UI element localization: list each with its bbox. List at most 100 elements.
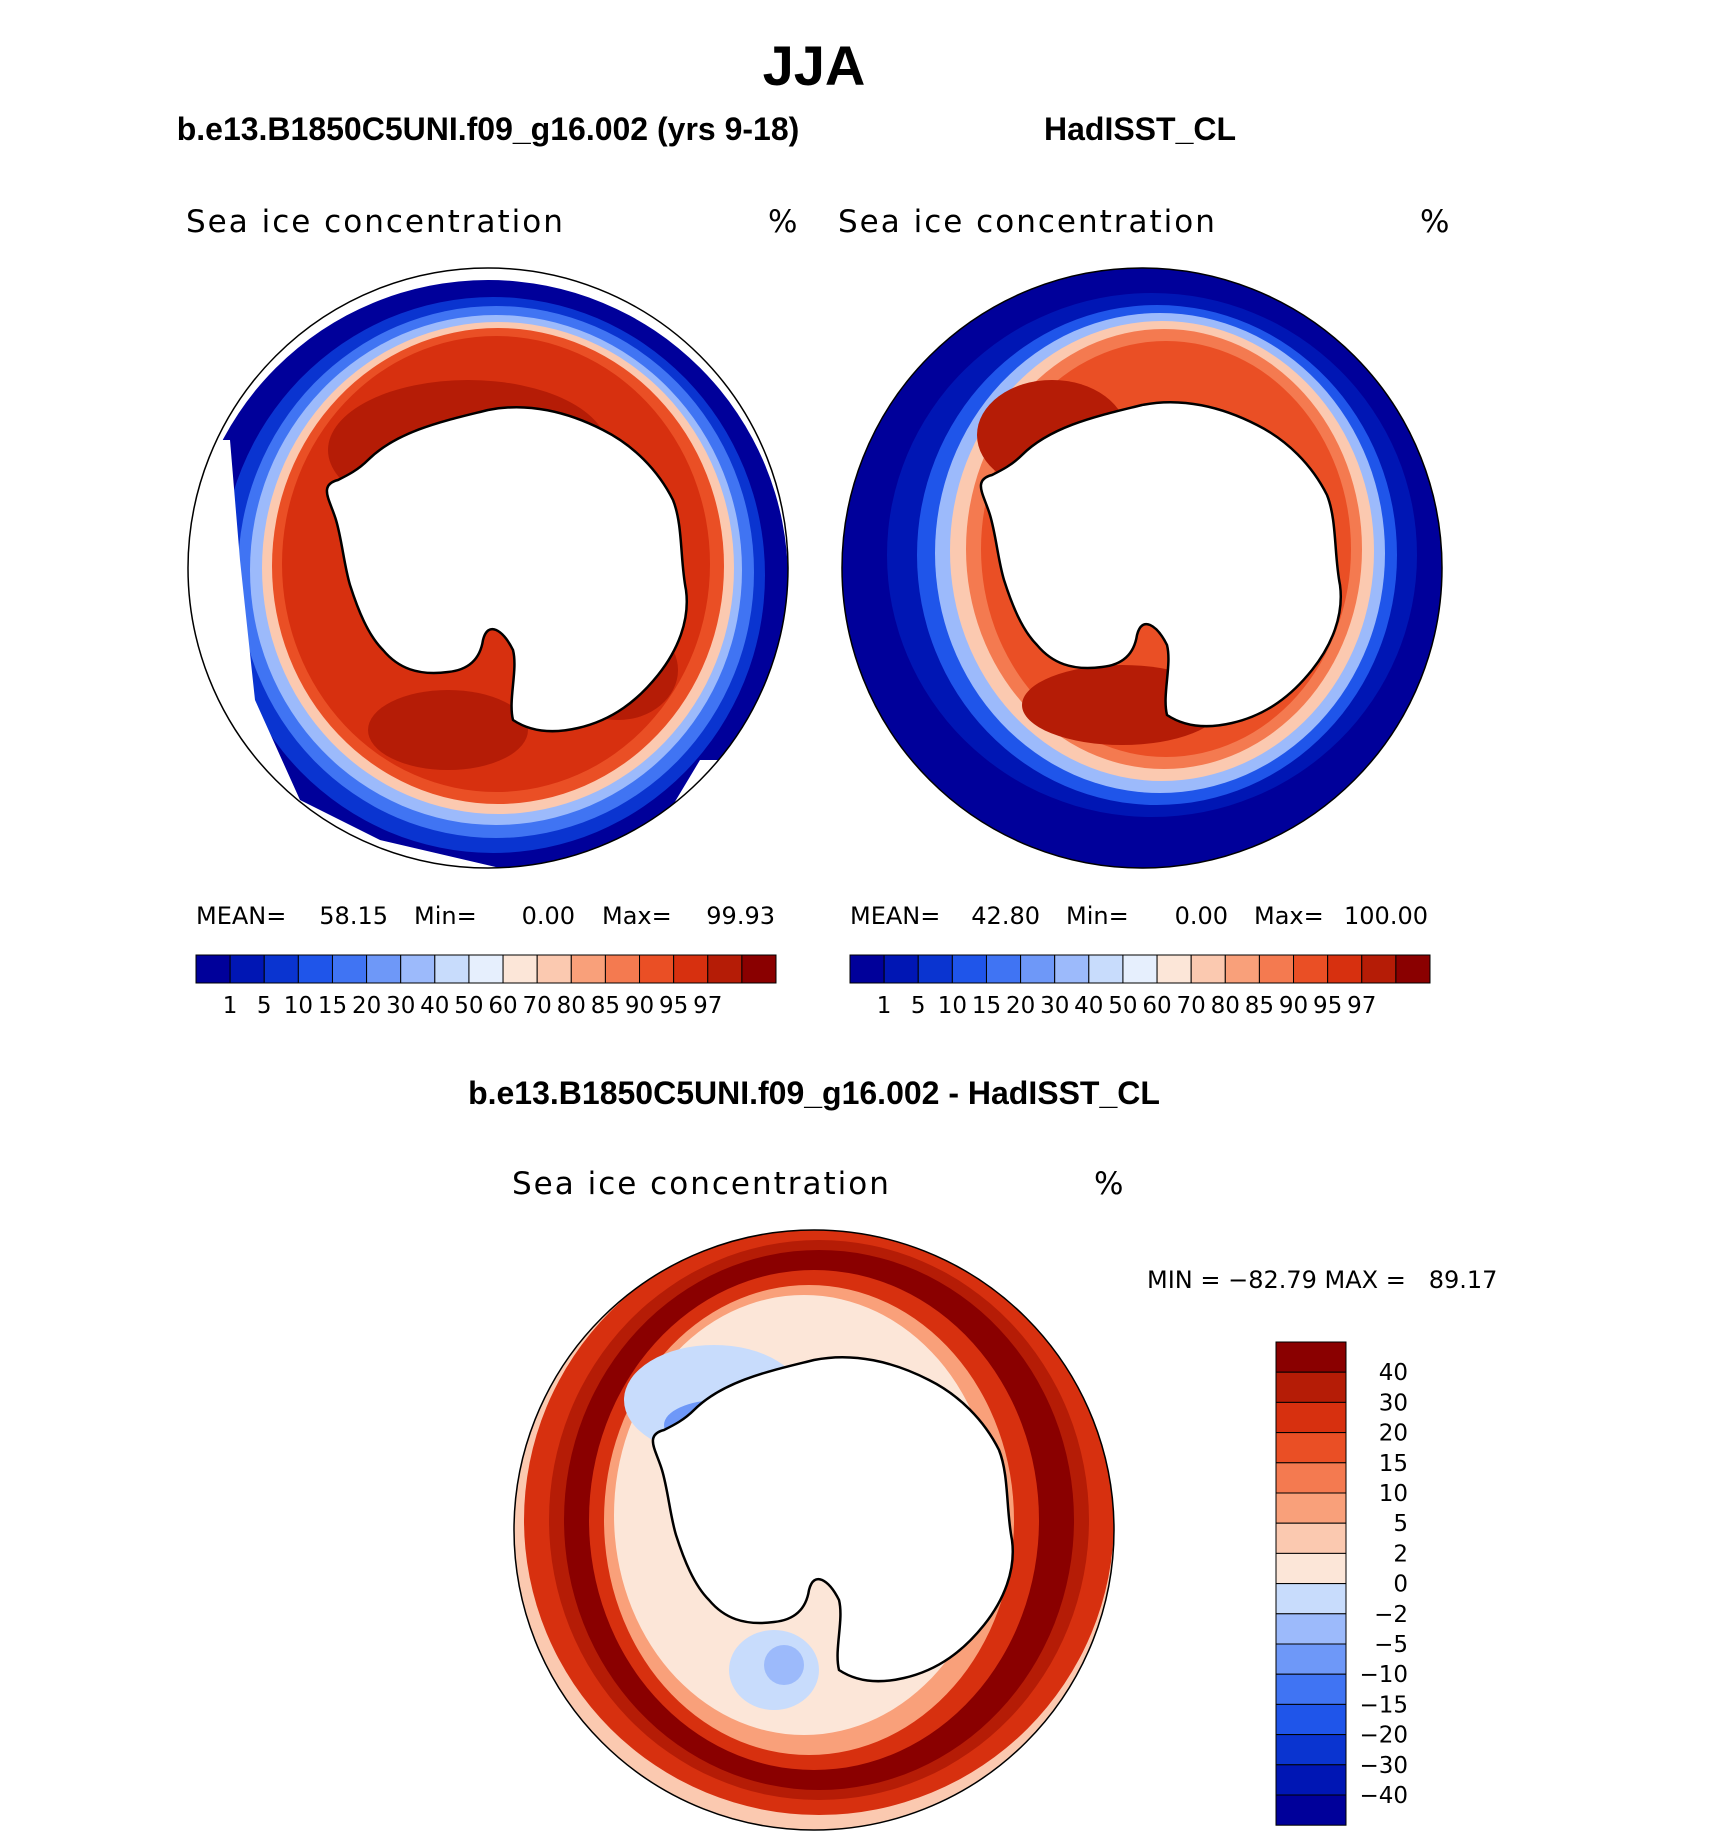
panel-obs-map xyxy=(842,268,1442,868)
panel-model-colorbar: 1 5 10 15 20 30 40 50 60 70 80 85 90 95 97 xyxy=(195,954,777,1019)
panel-model-title: b.e13.B1850C5UNI.f09_g16.002 (yrs 9-18) xyxy=(177,111,800,147)
panel-model: b.e13.B1850C5UNI.f09_g16.002 (yrs 9-18) … xyxy=(177,111,800,1019)
panel-obs-colorbar-swatch xyxy=(1224,954,1260,984)
panel-model-colorbar-swatch xyxy=(502,954,538,984)
panel-diff-colorbar-tick-label: −20 xyxy=(1359,1723,1408,1749)
panel-obs-colorbar-swatch xyxy=(1395,954,1431,984)
panel-obs-mean-value: 42.80 xyxy=(971,902,1040,930)
panel-diff-map xyxy=(514,1230,1114,1830)
panel-model-colorbar-tick-label: 1 xyxy=(223,993,238,1019)
panel-diff-colorbar-tick-label: 20 xyxy=(1379,1421,1408,1447)
panel-obs-colorbar-tick-label: 50 xyxy=(1108,993,1137,1019)
panel-obs-colorbar-swatch xyxy=(849,954,885,984)
panel-model-colorbar-swatch xyxy=(468,954,504,984)
panel-model-colorbar-tick-label: 40 xyxy=(420,993,449,1019)
panel-model-colorbar-tick-label: 5 xyxy=(257,993,272,1019)
panel-model-colorbar-tick-label: 30 xyxy=(386,993,415,1019)
panel-diff-colorbar-swatch xyxy=(1275,1401,1347,1434)
panel-obs-colorbar-tick-label: 80 xyxy=(1211,993,1240,1019)
panel-diff-colorbar-tick-label: −5 xyxy=(1374,1632,1408,1658)
panel-diff-colorbar-swatch xyxy=(1275,1764,1347,1796)
panel-obs-colorbar-swatch xyxy=(917,954,953,984)
panel-obs-colorbar-tick-label: 85 xyxy=(1245,993,1274,1019)
panel-diff-colorbar-tick-label: 10 xyxy=(1379,1481,1408,1507)
panel-obs-colorbar-tick-label: 20 xyxy=(1006,993,1035,1019)
panel-obs-colorbar-tick-label: 15 xyxy=(972,993,1001,1019)
panel-diff-colorbar-swatch xyxy=(1275,1643,1347,1675)
panel-model-min-label: Min= xyxy=(414,902,477,930)
panel-model-colorbar-tick-label: 85 xyxy=(591,993,620,1019)
panel-diff-colorbar-swatch xyxy=(1275,1613,1347,1645)
panel-obs: HadISST_CL Sea ice concentration % MEAN=… xyxy=(838,111,1449,1019)
panel-diff-colorbar-tick-label: −15 xyxy=(1359,1692,1408,1718)
panel-obs-colorbar-swatch xyxy=(1122,954,1158,984)
panel-model-colorbar-swatch xyxy=(297,954,333,984)
panel-model-colorbar-tick-label: 70 xyxy=(523,993,552,1019)
panel-model-colorbar-swatch xyxy=(604,954,641,984)
panel-diff-colorbar-tick-label: 2 xyxy=(1393,1541,1408,1567)
panel-diff-colorbar-swatch xyxy=(1275,1673,1347,1705)
panel-diff-colorbar-tick-label: −30 xyxy=(1359,1753,1408,1779)
panel-model-mean-label: MEAN= xyxy=(196,902,286,930)
panel-obs-colorbar-tick-label: 60 xyxy=(1142,993,1171,1019)
panel-diff-variable: Sea ice concentration xyxy=(512,1166,891,1202)
panel-obs-min-label: Min= xyxy=(1066,902,1129,930)
panel-diff-colorbar-tick-label: 15 xyxy=(1379,1451,1408,1477)
panel-diff-colorbar-swatch xyxy=(1275,1371,1347,1403)
panel-model-colorbar-tick-label: 50 xyxy=(454,993,483,1019)
panel-obs-colorbar-swatch xyxy=(1293,954,1329,984)
panel-diff-colorbar-swatch xyxy=(1275,1552,1347,1585)
panel-model-colorbar-swatch xyxy=(366,954,402,984)
panel-model-colorbar-swatch xyxy=(536,954,572,984)
panel-diff-colorbar-swatch xyxy=(1275,1703,1347,1736)
panel-model-colorbar-tick-label: 10 xyxy=(284,993,313,1019)
panel-obs-mean-label: MEAN= xyxy=(850,902,940,930)
panel-obs-min-value: 0.00 xyxy=(1175,902,1228,930)
panel-diff-colorbar-swatch xyxy=(1275,1341,1347,1373)
panel-obs-colorbar-tick-label: 95 xyxy=(1313,993,1342,1019)
panel-obs-variable: Sea ice concentration xyxy=(838,204,1217,240)
panel-model-colorbar-tick-label: 97 xyxy=(693,993,722,1019)
panel-diff-colorbar-swatch xyxy=(1275,1734,1347,1766)
panel-obs-max-label: Max= xyxy=(1254,902,1324,930)
panel-obs-colorbar-tick-label: 1 xyxy=(877,993,892,1019)
panel-model-colorbar-swatch xyxy=(741,954,777,984)
panel-obs-colorbar-tick-label: 30 xyxy=(1040,993,1069,1019)
panel-obs-colorbar-tick-label: 70 xyxy=(1177,993,1206,1019)
panel-obs-colorbar-tick-label: 10 xyxy=(938,993,967,1019)
panel-model-colorbar-tick-label: 60 xyxy=(488,993,517,1019)
panel-model-variable: Sea ice concentration xyxy=(186,204,565,240)
panel-model-colorbar-swatch xyxy=(707,954,743,984)
panel-diff-colorbar-tick-label: 40 xyxy=(1379,1360,1408,1386)
panel-model-mean-value: 58.15 xyxy=(319,902,388,930)
panel-diff-colorbar-tick-label: −2 xyxy=(1374,1602,1408,1628)
panel-model-colorbar-swatch xyxy=(263,954,299,984)
panel-model-colorbar-swatch xyxy=(673,954,709,984)
panel-diff-title: b.e13.B1850C5UNI.f09_g16.002 - HadISST_C… xyxy=(468,1075,1160,1111)
panel-diff-colorbar-tick-label: −10 xyxy=(1359,1662,1408,1688)
panel-diff-minmax: MIN = −82.79 MAX = 89.17 xyxy=(1147,1266,1497,1294)
panel-model-colorbar-swatch xyxy=(229,954,265,984)
panel-obs-colorbar-tick-label: 40 xyxy=(1074,993,1103,1019)
panel-diff-colorbar-tick-label: 0 xyxy=(1393,1572,1408,1598)
panel-obs-colorbar-swatch xyxy=(1088,954,1124,984)
panel-obs-colorbar-swatch xyxy=(1156,954,1192,984)
panel-model-min-value: 0.00 xyxy=(522,902,575,930)
panel-model-colorbar-tick-label: 20 xyxy=(352,993,381,1019)
panel-model-max-value: 99.93 xyxy=(706,902,775,930)
panel-model-colorbar-swatch xyxy=(400,954,436,984)
panel-obs-max-value: 100.00 xyxy=(1344,902,1428,930)
panel-obs-colorbar-tick-label: 5 xyxy=(911,993,926,1019)
panel-diff-colorbar-swatch xyxy=(1275,1522,1347,1554)
panel-model-max-label: Max= xyxy=(602,902,672,930)
panel-obs-colorbar: 1 5 10 15 20 30 40 50 60 70 80 85 90 95 97 xyxy=(849,954,1431,1019)
panel-obs-colorbar-swatch xyxy=(1361,954,1397,984)
panel-diff-colorbar-tick-label: −40 xyxy=(1359,1783,1408,1809)
panel-obs-colorbar-swatch xyxy=(985,954,1022,984)
panel-model-colorbar-swatch xyxy=(331,954,368,984)
panel-model-units: % xyxy=(768,204,799,240)
panel-obs-colorbar-swatch xyxy=(951,954,987,984)
panel-diff-colorbar-swatch xyxy=(1275,1492,1347,1524)
